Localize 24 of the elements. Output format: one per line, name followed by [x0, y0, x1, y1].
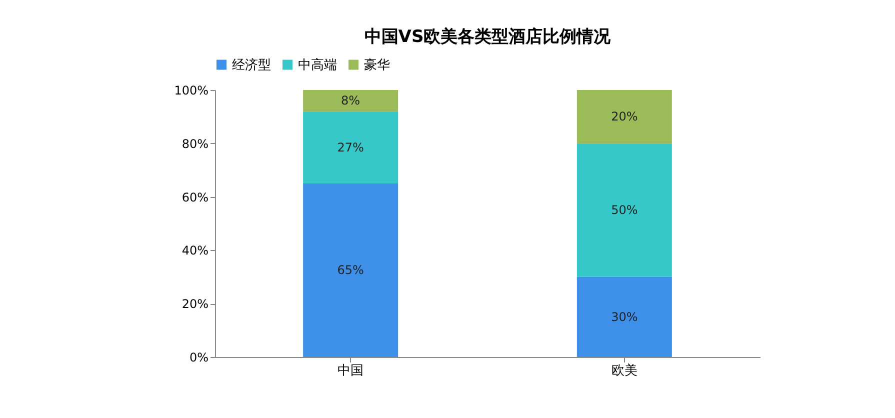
y-tick-label: 40%: [182, 244, 208, 258]
y-tick-label: 0%: [189, 350, 208, 364]
data-label: 50%: [611, 203, 638, 218]
data-label: 30%: [611, 310, 638, 324]
y-tick-label: 100%: [174, 84, 208, 98]
data-label: 65%: [337, 263, 364, 278]
legend-label: 中高端: [298, 56, 337, 73]
data-label: 20%: [611, 110, 638, 124]
chart-title: 中国VS欧美各类型酒店比例情况: [364, 27, 612, 47]
y-tick-label: 60%: [182, 190, 208, 204]
x-tick-label: 欧美: [611, 362, 638, 378]
data-label: 8%: [341, 94, 360, 108]
y-tick-label: 20%: [182, 297, 208, 312]
y-tick-label: 80%: [182, 136, 208, 151]
legend-label: 经济型: [232, 58, 271, 73]
x-tick-label: 中国: [338, 364, 364, 378]
bar: [576, 143, 672, 277]
bar: [303, 90, 398, 112]
bar: [576, 276, 672, 357]
data-label: 27%: [337, 140, 364, 154]
bar: [303, 111, 398, 184]
legend-label: 豪华: [364, 58, 390, 73]
bar: [303, 183, 398, 357]
bar: [576, 90, 672, 144]
